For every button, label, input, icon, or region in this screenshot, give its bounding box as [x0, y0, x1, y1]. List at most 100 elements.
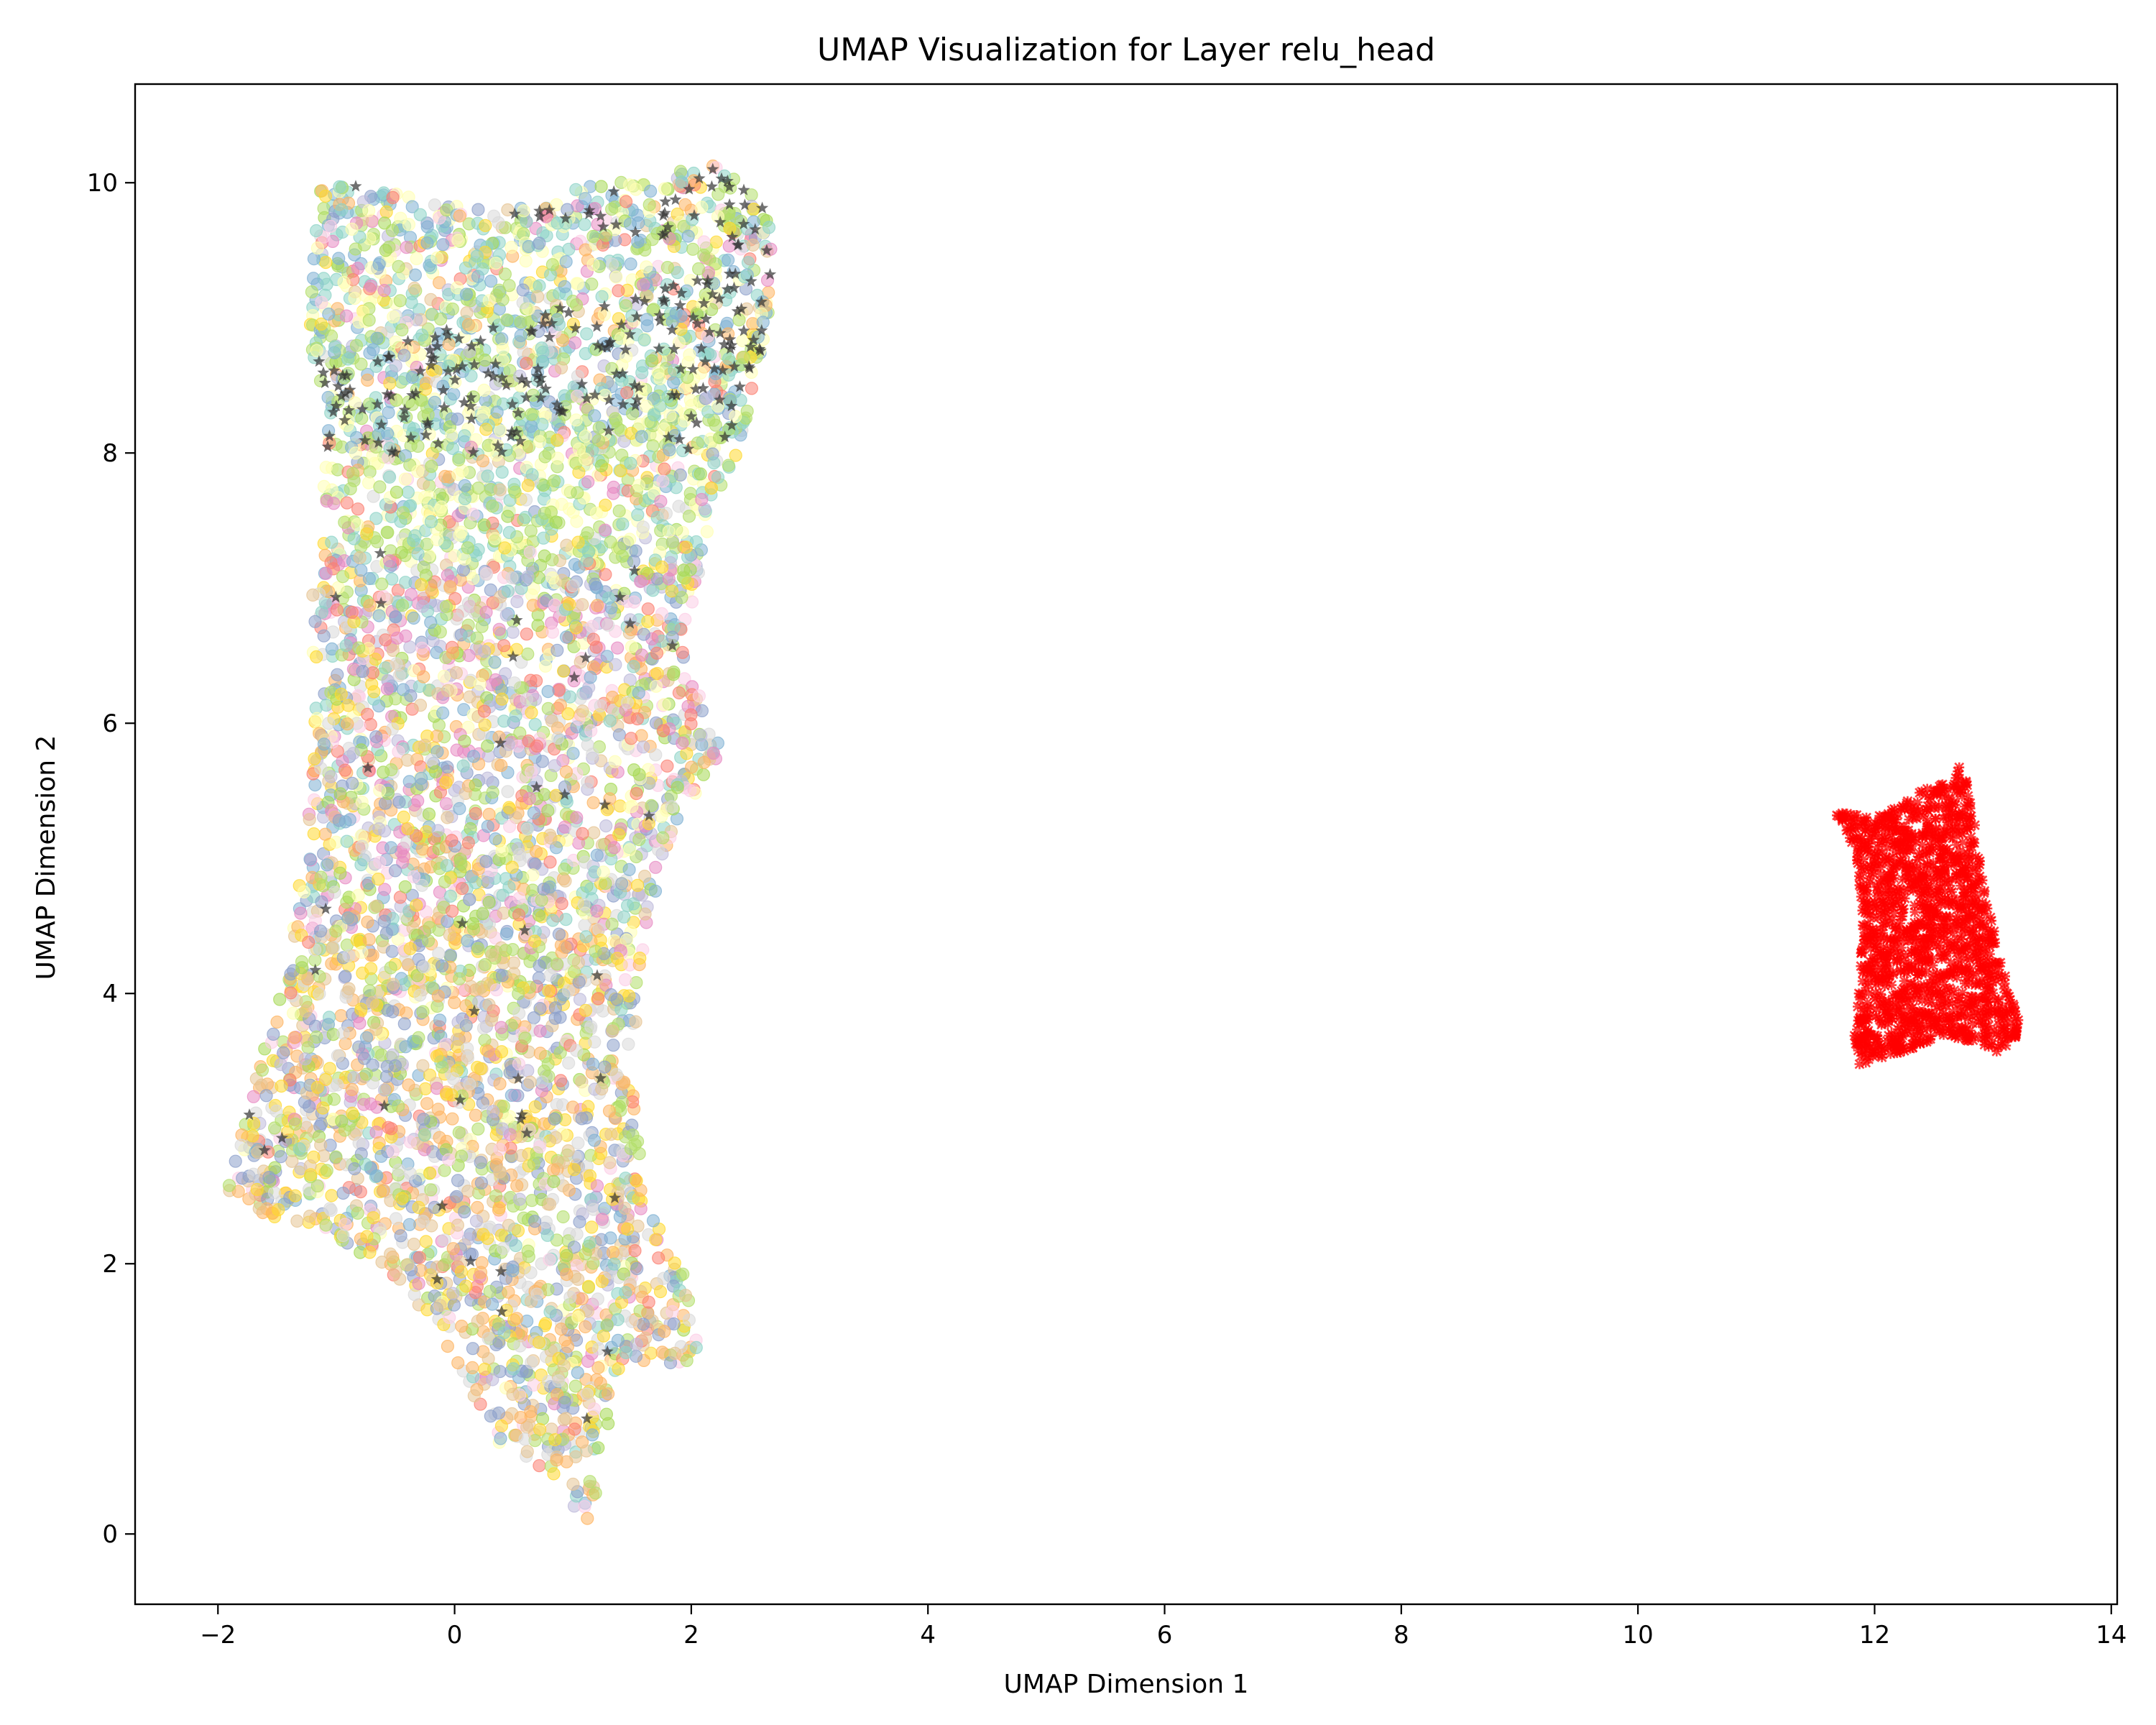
- scatter-point-circle: [627, 660, 640, 673]
- scatter-point-circle: [493, 424, 507, 438]
- scatter-point-circle: [560, 833, 573, 847]
- scatter-point-circle: [432, 947, 446, 960]
- scatter-point-circle: [623, 533, 637, 546]
- scatter-point-circle: [247, 1167, 260, 1181]
- scatter-point-circle: [451, 1218, 465, 1232]
- scatter-point-circle: [405, 370, 419, 385]
- scatter-point-circle: [231, 1184, 245, 1198]
- scatter-point-circle: [523, 546, 537, 559]
- scatter-point-circle: [623, 673, 637, 687]
- scatter-point-circle: [746, 238, 760, 252]
- scatter-point-circle: [469, 1214, 484, 1228]
- scatter-point-circle: [319, 461, 333, 474]
- scatter-point-circle: [389, 335, 402, 349]
- scatter-point-circle: [514, 315, 528, 329]
- scatter-point-circle: [498, 541, 512, 555]
- scatter-point-circle: [625, 1315, 639, 1328]
- scatter-point-circle: [573, 1215, 586, 1229]
- scatter-point-circle: [421, 934, 436, 947]
- scatter-point-circle: [519, 493, 533, 507]
- scatter-point-circle: [386, 190, 400, 204]
- scatter-point-circle: [559, 255, 573, 269]
- scatter-point-circle: [288, 1117, 303, 1131]
- scatter-point-circle: [550, 1098, 563, 1111]
- scatter-point-circle: [530, 290, 545, 303]
- scatter-point-circle: [700, 391, 714, 405]
- scatter-point-circle: [522, 791, 536, 806]
- scatter-point-circle: [438, 875, 452, 889]
- scatter-point-circle: [521, 1244, 535, 1258]
- scatter-point-circle: [578, 919, 591, 932]
- scatter-point-circle: [466, 507, 480, 521]
- scatter-point-circle: [428, 198, 442, 212]
- scatter-point-circle: [554, 1074, 568, 1087]
- scatter-point-circle: [583, 1169, 597, 1183]
- scatter-point-circle: [403, 1167, 418, 1180]
- scatter-point-circle: [510, 594, 524, 609]
- scatter-point-circle: [336, 1026, 350, 1040]
- scatter-point-circle: [353, 1016, 367, 1030]
- scatter-point-circle: [486, 786, 499, 799]
- scatter-point-circle: [292, 1142, 306, 1156]
- scatter-point-circle: [341, 911, 355, 925]
- scatter-point-circle: [402, 775, 416, 788]
- scatter-point-circle: [594, 1376, 607, 1390]
- scatter-point-circle: [459, 261, 473, 275]
- scatter-point-circle: [446, 646, 460, 660]
- scatter-point-circle: [637, 278, 650, 292]
- scatter-point-circle: [446, 302, 459, 316]
- scatter-point-circle: [648, 884, 663, 898]
- scatter-point-circle: [362, 313, 376, 327]
- scatter-point-circle: [299, 1004, 313, 1018]
- scatter-point-circle: [425, 753, 438, 767]
- scatter-point-circle: [267, 1186, 282, 1200]
- scatter-point-circle: [682, 1313, 696, 1327]
- scatter-point-circle: [577, 898, 591, 911]
- scatter-point-circle: [579, 1444, 594, 1458]
- scatter-point-circle: [496, 342, 510, 356]
- scatter-point-circle: [589, 506, 604, 520]
- scatter-point-circle: [598, 1060, 612, 1074]
- scatter-point-circle: [362, 571, 377, 586]
- scatter-point-circle: [458, 492, 472, 506]
- scatter-point-circle: [317, 629, 331, 643]
- scatter-point-circle: [568, 1450, 583, 1463]
- scatter-point-circle: [594, 180, 608, 193]
- scatter-point-circle: [518, 1031, 532, 1045]
- scatter-point-circle: [335, 1114, 349, 1128]
- scatter-point-circle: [308, 752, 321, 765]
- scatter-point-circle: [618, 1201, 632, 1215]
- scatter-point-circle: [595, 1082, 609, 1096]
- scatter-point-circle: [545, 625, 560, 639]
- scatter-point-circle: [456, 564, 471, 577]
- scatter-point-circle: [665, 1305, 679, 1319]
- scatter-point-circle: [388, 864, 402, 878]
- scatter-point-circle: [469, 876, 482, 890]
- scatter-point-circle: [274, 1057, 287, 1072]
- scatter-point-circle: [538, 549, 551, 563]
- scatter-point-circle: [615, 877, 629, 891]
- scatter-point-circle: [566, 579, 580, 593]
- scatter-point-circle: [354, 357, 368, 371]
- scatter-point-circle: [367, 1211, 380, 1225]
- scatter-point-circle: [451, 234, 465, 247]
- scatter-point-circle: [546, 914, 560, 927]
- scatter-point-circle: [298, 1052, 312, 1066]
- scatter-point-circle: [723, 221, 737, 235]
- scatter-point-circle: [450, 1190, 464, 1203]
- scatter-point-circle: [456, 759, 470, 773]
- scatter-point-circle: [325, 957, 338, 970]
- scatter-point-circle: [550, 216, 564, 230]
- scatter-point-circle: [413, 699, 428, 712]
- scatter-point-circle: [545, 714, 559, 728]
- scatter-point-circle: [454, 1265, 469, 1279]
- scatter-point-circle: [273, 993, 287, 1006]
- scatter-point-circle: [470, 631, 484, 645]
- scatter-point-circle: [521, 647, 535, 661]
- scatter-point-circle: [516, 296, 530, 310]
- scatter-point-circle: [319, 1218, 333, 1232]
- scatter-point-circle: [396, 506, 410, 520]
- scatter-point-circle: [539, 1215, 553, 1229]
- scatter-point-circle: [366, 995, 379, 1009]
- scatter-point-circle: [325, 535, 338, 549]
